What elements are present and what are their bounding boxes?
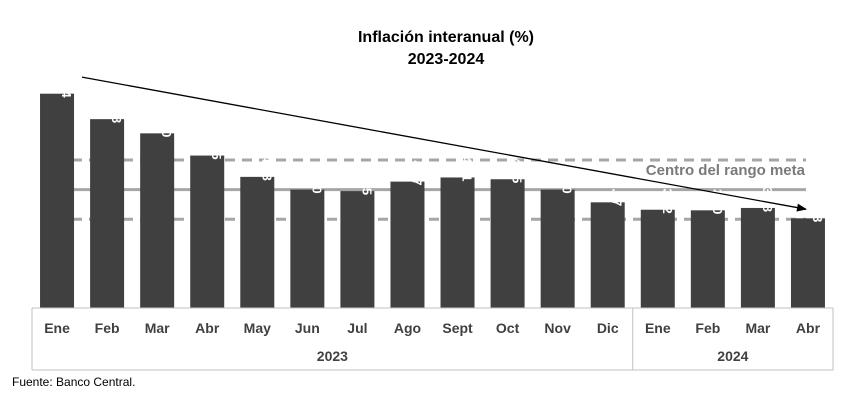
bar bbox=[790, 218, 825, 308]
target-center-label: Centro del rango meta bbox=[646, 162, 806, 179]
category-tick-label: Mar bbox=[145, 320, 170, 336]
value-label: 4.00 bbox=[309, 168, 324, 193]
source-note: Fuente: Banco Central. bbox=[12, 375, 135, 389]
value-label: 4.41 bbox=[460, 156, 475, 181]
bar bbox=[140, 133, 175, 308]
value-label: 4.27 bbox=[409, 160, 424, 185]
chart-subtitle: 2023-2024 bbox=[408, 51, 485, 68]
value-label: 4.00 bbox=[560, 168, 575, 193]
bar bbox=[190, 155, 225, 308]
trend-arrow bbox=[81, 76, 807, 212]
value-label: 3.38 bbox=[760, 187, 775, 212]
category-tick-label: Ene bbox=[44, 320, 70, 336]
category-tick-label: Ene bbox=[645, 320, 671, 336]
trend-arrow-line bbox=[81, 76, 807, 212]
bar-series bbox=[40, 93, 825, 308]
value-label: 3.03 bbox=[810, 197, 825, 222]
category-tick-label: Abr bbox=[796, 320, 821, 336]
value-label: 4.43 bbox=[259, 156, 274, 181]
year-group-label: 2023 bbox=[317, 348, 348, 364]
bar bbox=[640, 209, 675, 308]
bar bbox=[240, 176, 275, 308]
category-tick-label: Jul bbox=[347, 320, 367, 336]
bar bbox=[290, 189, 325, 308]
category-tick-label: Abr bbox=[195, 320, 220, 336]
value-labels: 7.24 6.38 5.90 5.15 4.43 4.00 3.95 4.27 4.41 4.35… bbox=[59, 72, 825, 222]
value-label: 3.57 bbox=[610, 181, 625, 206]
bar bbox=[540, 189, 575, 308]
bar bbox=[40, 93, 75, 308]
bar bbox=[90, 119, 125, 308]
category-tick-label: Sept bbox=[442, 320, 473, 336]
category-tick-label: Ago bbox=[394, 320, 421, 336]
value-label: 4.35 bbox=[510, 158, 525, 183]
value-label: 5.90 bbox=[159, 112, 174, 137]
category-tick-label: Feb bbox=[95, 320, 120, 336]
category-tick-label: Oct bbox=[496, 320, 520, 336]
bar bbox=[390, 181, 425, 308]
bar bbox=[590, 202, 625, 308]
value-label: 3.30 bbox=[710, 189, 725, 214]
value-label: 3.32 bbox=[660, 188, 675, 213]
value-label: 7.24 bbox=[59, 72, 74, 98]
year-group-label: 2024 bbox=[717, 348, 748, 364]
category-axis: Ene Feb Mar Abr May Jun Jul Ago Sept Oct Nov Dic Ene… bbox=[31, 307, 834, 371]
category-tick-label: Feb bbox=[695, 320, 720, 336]
bar bbox=[490, 179, 525, 308]
category-tick-label: May bbox=[244, 320, 271, 336]
value-label: 3.95 bbox=[359, 170, 374, 195]
value-label: 6.38 bbox=[109, 98, 124, 123]
category-tick-label: Jun bbox=[295, 320, 320, 336]
bar bbox=[690, 210, 725, 308]
bar bbox=[440, 177, 475, 308]
value-label: 5.15 bbox=[209, 134, 224, 159]
bar bbox=[740, 207, 775, 308]
chart-title: Inflación interanual (%) bbox=[358, 29, 534, 46]
target-range-lines bbox=[55, 158, 806, 221]
bar bbox=[340, 191, 375, 308]
category-tick-label: Dic bbox=[597, 320, 619, 336]
category-tick-label: Mar bbox=[745, 320, 770, 336]
category-tick-label: Nov bbox=[544, 320, 571, 336]
